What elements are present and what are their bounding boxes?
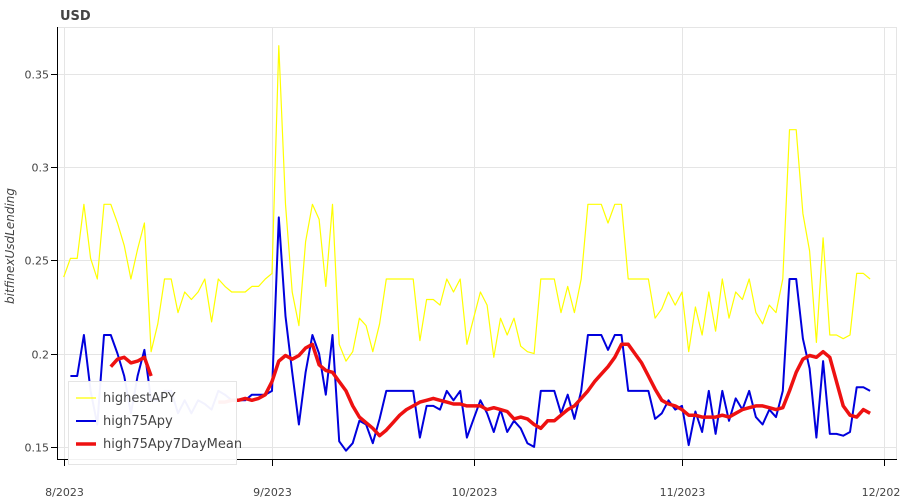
legend-box	[68, 381, 237, 465]
y-tick-label: 0.3	[32, 162, 50, 175]
legend-label-highestAPY: highestAPY	[103, 391, 176, 406]
x-tick-label: 10/2023	[452, 486, 498, 499]
x-tick-label: 12/2023	[862, 486, 900, 499]
y-tick-label: 0.2	[32, 349, 50, 362]
y-tick-label: 0.15	[25, 442, 50, 455]
x-tick-label: 8/2023	[45, 486, 84, 499]
x-tick-label: 11/2023	[660, 486, 706, 499]
chart-title: USD	[60, 9, 91, 24]
y-axis-label: bitfinexUsdLending	[3, 188, 17, 304]
y-tick-label: 0.25	[25, 255, 50, 268]
series-line-highestAPY	[63, 45, 871, 362]
legend-label-high75Apy: high75Apy	[103, 414, 173, 429]
legend-label-high75Apy7DayMean: high75Apy7DayMean	[103, 437, 242, 452]
series-line-high75Apy7DayMean	[109, 342, 871, 438]
legend: highestAPY high75Apy high75Apy7DayMean	[68, 381, 242, 465]
y-axis-ticks: 0.15 0.2 0.25 0.3 0.35	[25, 69, 57, 455]
y-tick-label: 0.35	[25, 69, 50, 82]
x-tick-label: 9/2023	[253, 486, 292, 499]
x-axis-ticks: 8/2023 9/2023 10/2023 11/2023 12/2023	[45, 460, 900, 499]
